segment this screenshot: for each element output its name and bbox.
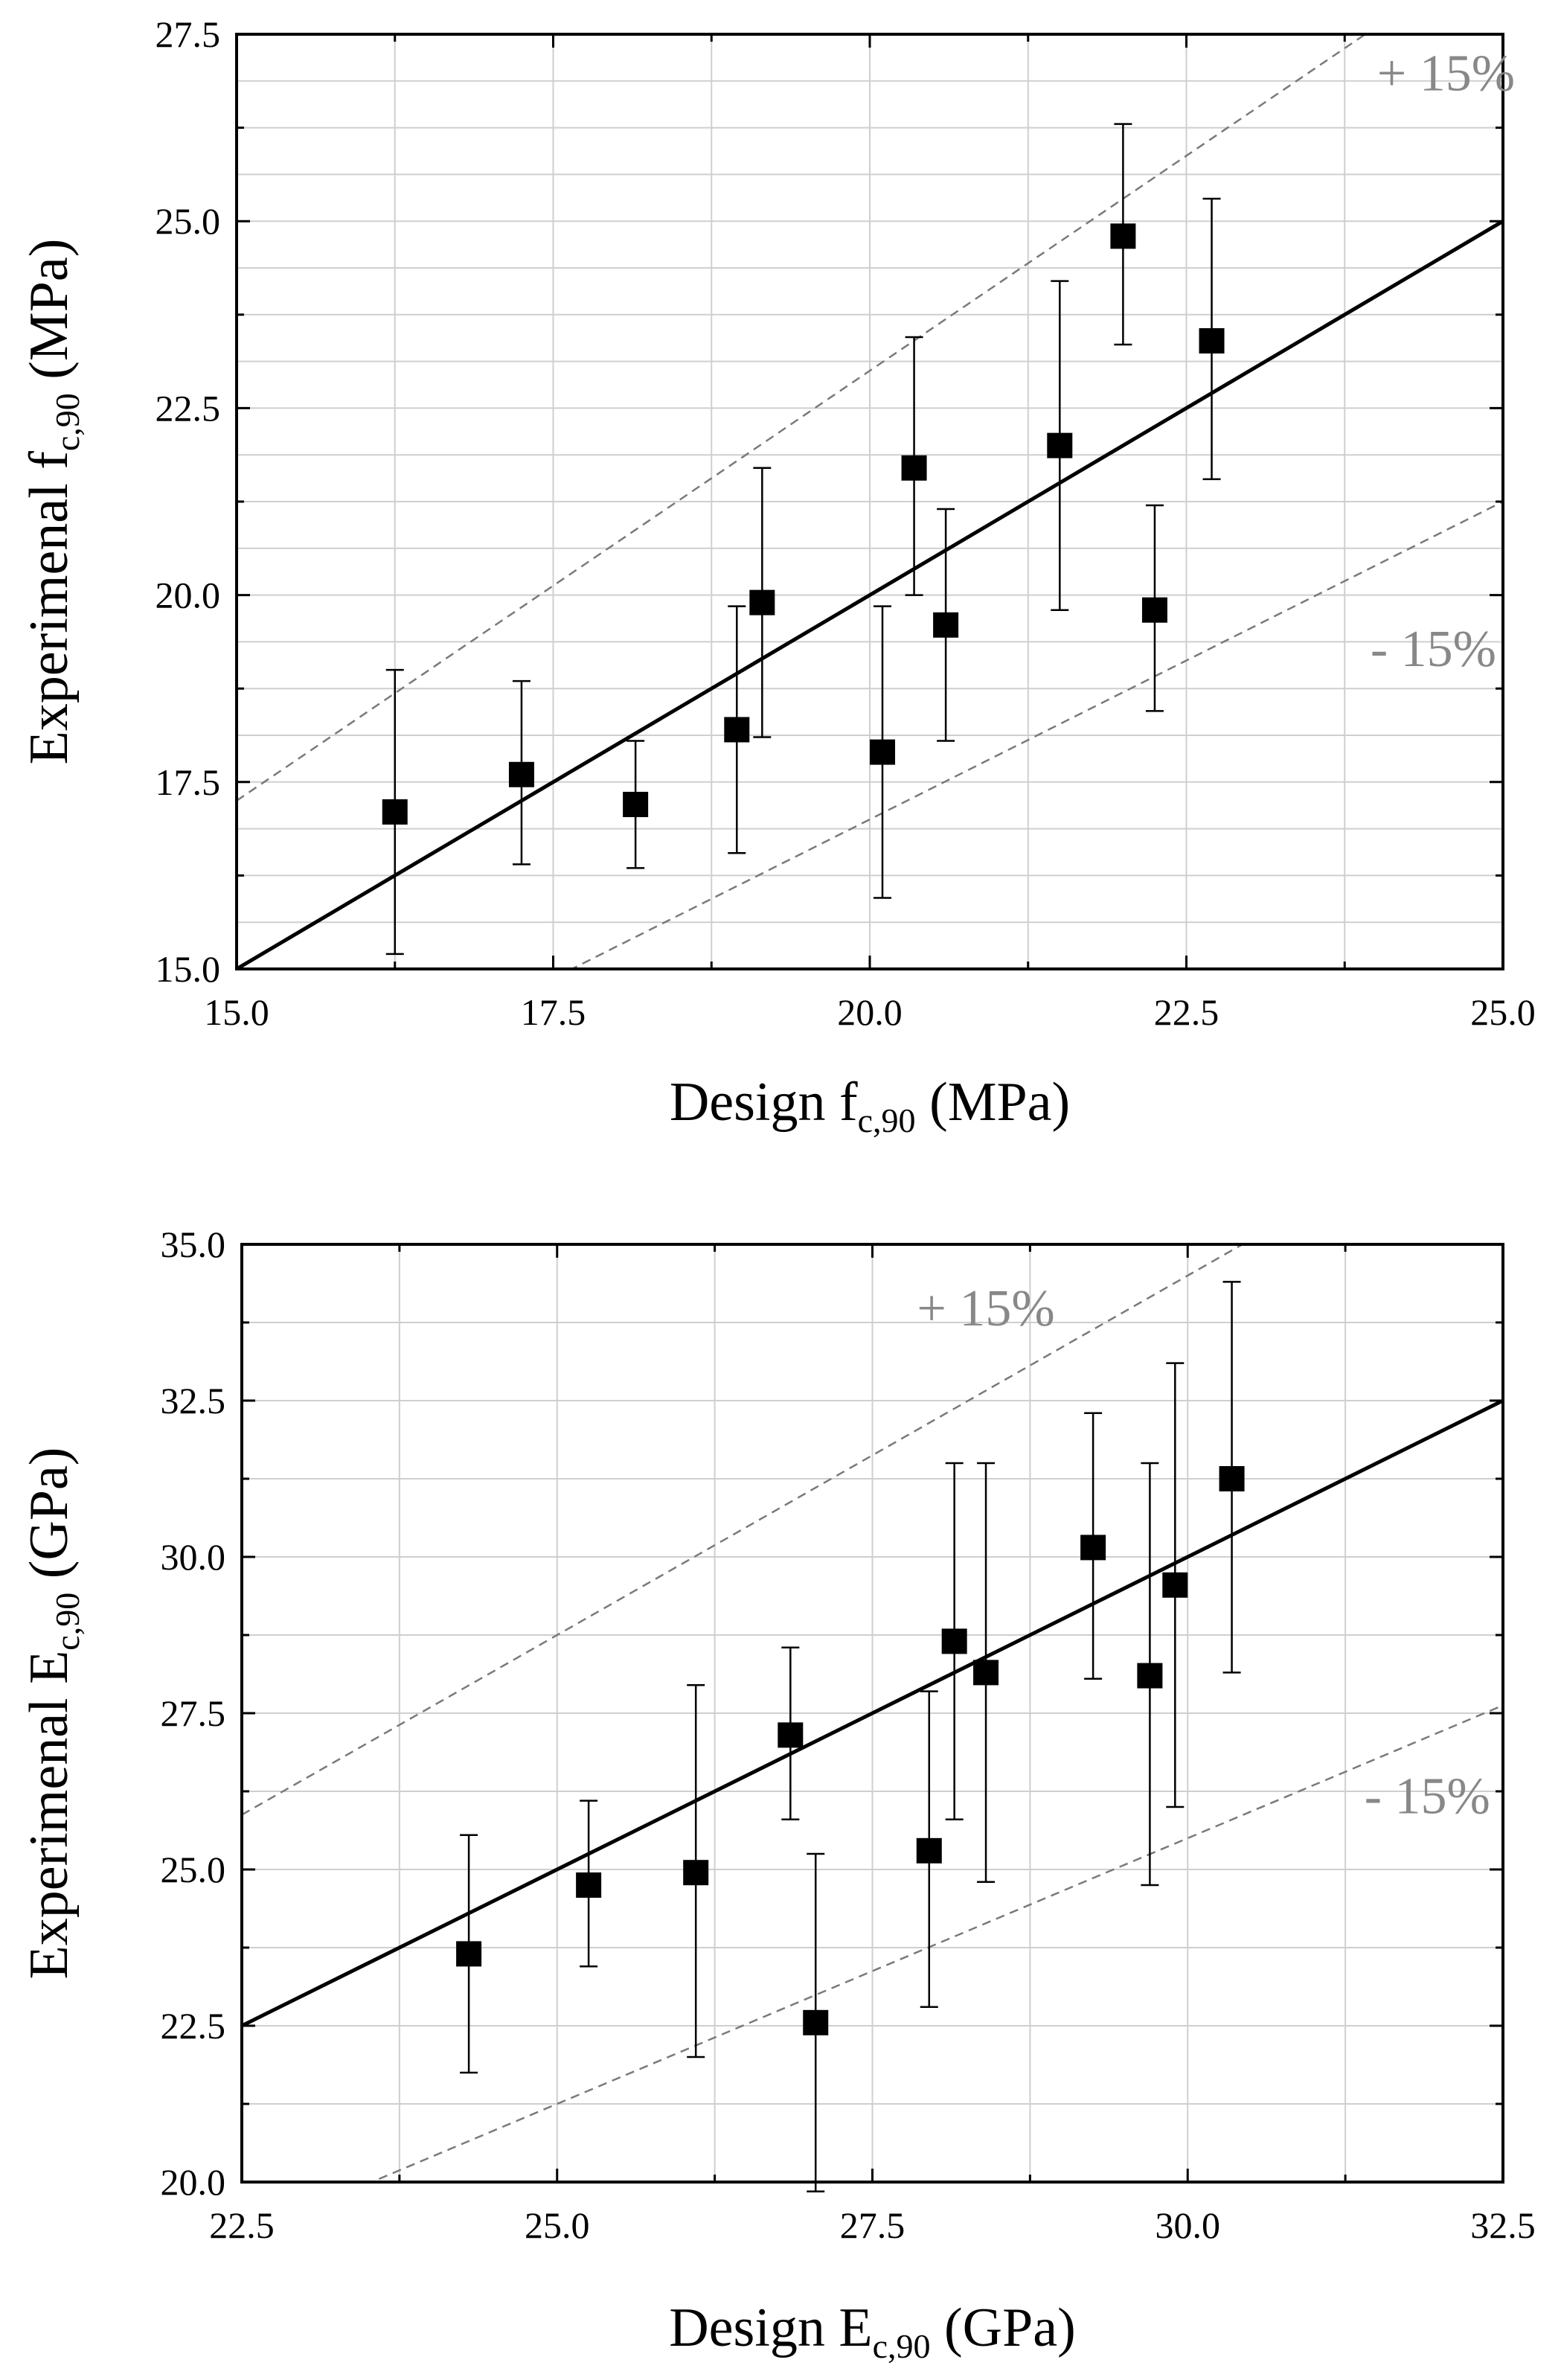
x-tick-label: 15.0 (204, 991, 269, 1033)
minus-15-percent-line (369, 1704, 1503, 2182)
y-tick-label: 25.0 (161, 1849, 226, 1890)
y-tick-label: 25.0 (156, 200, 221, 242)
y-axis-title: Experimenal fc,90 (MPa) (19, 239, 86, 765)
minus-15-percent-label: - 15% (1371, 621, 1496, 678)
x-tick-label: 17.5 (521, 991, 586, 1033)
x-tick-label: 25.0 (525, 2204, 590, 2246)
y-tick-label: 20.0 (161, 2161, 226, 2203)
y-tick-label: 27.5 (161, 1692, 226, 1734)
y-tick-label: 17.5 (156, 761, 221, 803)
equality-line (242, 1398, 1503, 2028)
tolerance-band-lines (242, 1244, 1503, 2182)
data-point-square (1047, 432, 1073, 458)
y-tick-labels: 15.0 17.5 20.0 22.5 25.0 27.5 (156, 13, 221, 990)
data-point-square (623, 791, 649, 817)
y-tick-labels: 20.0 22.5 25.0 27.5 30.0 32.5 35.0 (161, 1223, 226, 2203)
x-tick-label: 32.5 (1470, 2204, 1536, 2246)
y-tick-label: 32.5 (161, 1380, 226, 1421)
x-tick-label: 27.5 (840, 2204, 905, 2246)
axis-ticks (240, 1243, 1504, 2184)
data-point-square (382, 799, 408, 825)
data-point-square (901, 455, 927, 481)
minus-15-percent-line (569, 500, 1503, 969)
data-point-square (916, 1837, 942, 1864)
x-tick-labels: 22.5 25.0 27.5 30.0 32.5 (209, 2204, 1536, 2246)
chart-design-vs-experimental-ec90: 22.5 25.0 27.5 30.0 32.5 20.022.525.027.530.… (19, 1223, 1536, 2365)
x-tick-labels: 15.0 17.5 20.0 22.5 25.0 (204, 991, 1536, 1033)
plus-15-percent-label: + 15% (1377, 45, 1515, 102)
x-axis-title: Design fc,90 (MPa) (670, 1072, 1070, 1139)
data-point-square (1137, 1663, 1163, 1689)
y-axis-title: Experimenal Ec,90 (GPa) (19, 1447, 86, 1980)
y-tick-label: 22.5 (156, 387, 221, 429)
one-to-one-line (237, 220, 1503, 969)
data-point-square (941, 1628, 967, 1654)
data-point-square (1080, 1535, 1106, 1561)
chart-design-vs-experimental-fc90: 15.0 17.5 20.0 22.5 25.0 15.0 17.5 20.0 22.5 25.… (19, 13, 1536, 1139)
data-points (382, 223, 1225, 825)
grid-lines (237, 34, 1503, 969)
data-point-square (778, 1722, 804, 1748)
x-axis-title: Design Ec,90 (GPa) (669, 2297, 1076, 2365)
minus-15-percent-label: - 15% (1365, 1768, 1490, 1825)
data-point-square (508, 761, 534, 787)
x-tick-label: 30.0 (1155, 2204, 1221, 2246)
plus-15-percent-label: + 15% (917, 1280, 1054, 1337)
x-tick-label: 22.5 (1154, 991, 1219, 1033)
data-point-square (1110, 223, 1136, 249)
axis-ticks (235, 33, 1504, 970)
data-point-square (1219, 1466, 1245, 1491)
equality-line (237, 220, 1503, 969)
data-point-square (724, 717, 750, 743)
x-tick-label: 25.0 (1470, 991, 1536, 1033)
error-bars (460, 1281, 1241, 2192)
band-labels: + 15% - 15% (917, 1280, 1490, 1825)
y-tick-label: 27.5 (156, 13, 221, 55)
y-tick-label: 30.0 (161, 1536, 226, 1578)
data-point-square (870, 739, 896, 765)
y-tick-label: 15.0 (156, 948, 221, 990)
data-point-square (576, 1872, 602, 1898)
one-to-one-line (242, 1398, 1503, 2028)
grid-lines (242, 1244, 1503, 2182)
tolerance-band-lines (237, 34, 1503, 969)
plus-15-percent-line (237, 34, 1368, 802)
data-point-square (456, 1941, 482, 1967)
y-tick-label: 35.0 (161, 1223, 226, 1265)
data-point-square (933, 612, 959, 638)
data-point-square (1162, 1572, 1188, 1598)
data-point-square (803, 2009, 829, 2035)
data-point-square (1141, 597, 1167, 623)
x-tick-label: 20.0 (837, 991, 903, 1033)
data-points (456, 1466, 1245, 2035)
data-point-square (683, 1860, 709, 1886)
data-point-square (749, 589, 775, 615)
y-tick-label: 20.0 (156, 575, 221, 616)
data-point-square (1199, 327, 1225, 354)
plus-15-percent-line (242, 1244, 1245, 1816)
error-bars (385, 123, 1221, 956)
data-point-square (973, 1660, 999, 1686)
band-labels: + 15% - 15% (1371, 45, 1515, 678)
x-tick-label: 22.5 (209, 2204, 275, 2246)
y-tick-label: 22.5 (161, 2005, 226, 2047)
